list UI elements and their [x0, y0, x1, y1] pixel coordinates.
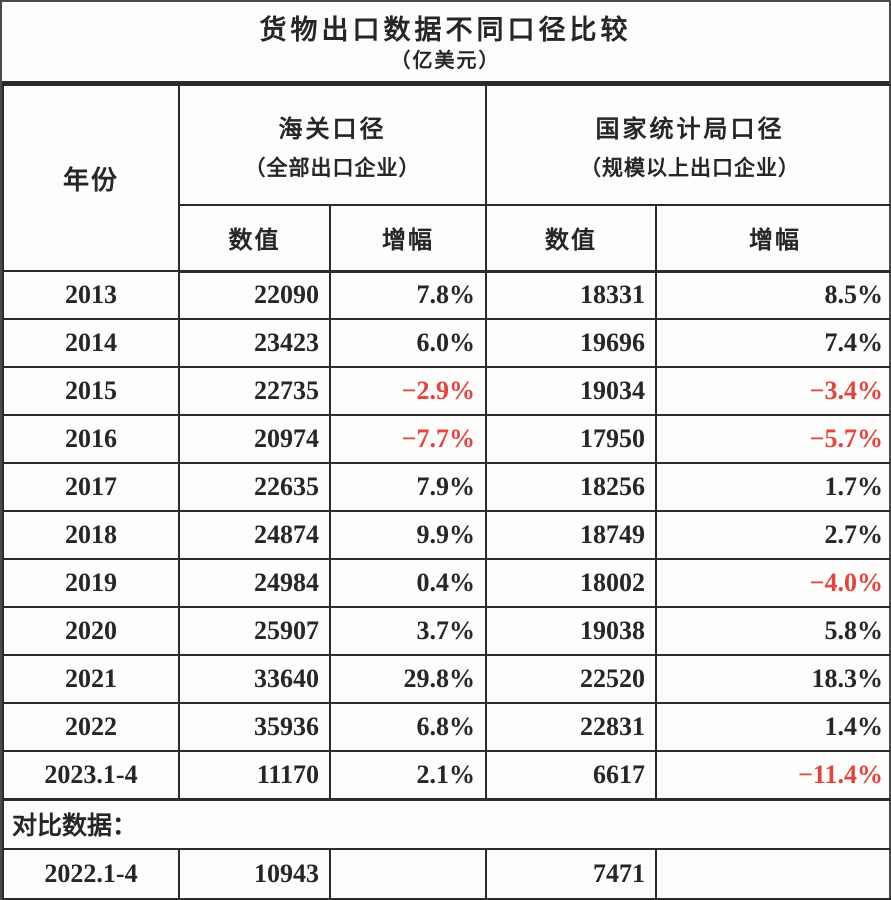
- table-title-block: 货物出口数据不同口径比较 （亿美元）: [2, 2, 889, 84]
- table-title: 货物出口数据不同口径比较: [259, 15, 632, 45]
- cell-stats-growth: 2.7%: [655, 510, 891, 560]
- cell-stats-growth: 1.7%: [655, 462, 891, 512]
- column-group-stats-bureau: 国家统计局口径 （规模以上出口企业）: [485, 84, 891, 206]
- table-row: 2023.1-4 11170 2.1% 6617 −11.4%: [2, 750, 891, 800]
- cell-customs-value: 24874: [178, 510, 331, 560]
- cell-customs-growth: 6.0%: [329, 318, 487, 368]
- cell-year: 2022: [2, 702, 180, 752]
- cell-stats-value: 18002: [485, 558, 657, 608]
- cell-stats-growth: 5.8%: [655, 606, 891, 656]
- stats-group-note: （规模以上出口企业）: [580, 155, 800, 180]
- table-row: 2016 20974 −7.7% 17950 −5.7%: [2, 414, 891, 464]
- table-row: 2022 35936 6.8% 22831 1.4%: [2, 702, 891, 752]
- data-table: 年份 海关口径 （全部出口企业） 国家统计局口径 （规模以上出口企业） 数值 增…: [2, 84, 891, 900]
- cell-stats-growth: [655, 848, 891, 900]
- cell-customs-value: 22090: [178, 270, 331, 320]
- comparison-label-row: 对比数据：: [2, 797, 891, 850]
- column-group-customs: 海关口径 （全部出口企业）: [178, 84, 487, 206]
- cell-stats-growth: 8.5%: [655, 270, 891, 320]
- cell-customs-value: 11170: [178, 750, 331, 800]
- cell-customs-growth: 2.1%: [329, 750, 487, 800]
- cell-customs-value: 33640: [178, 654, 331, 704]
- cell-customs-growth: [329, 848, 487, 900]
- cell-year: 2018: [2, 510, 180, 560]
- cell-year: 2020: [2, 606, 180, 656]
- table-row: 2013 22090 7.8% 18331 8.5%: [2, 270, 891, 320]
- table-unit-subtitle: （亿美元）: [390, 50, 501, 72]
- table-row: 2021 33640 29.8% 22520 18.3%: [2, 654, 891, 704]
- comparison-data-row: 2022.1-4 10943 7471: [2, 848, 891, 900]
- cell-customs-value: 22735: [178, 366, 331, 416]
- table-row: 2019 24984 0.4% 18002 −4.0%: [2, 558, 891, 608]
- comparison-label: 对比数据：: [2, 797, 891, 850]
- cell-customs-growth: 3.7%: [329, 606, 487, 656]
- cell-customs-growth: 7.9%: [329, 462, 487, 512]
- table-row: 2017 22635 7.9% 18256 1.7%: [2, 462, 891, 512]
- cell-customs-growth: 0.4%: [329, 558, 487, 608]
- cell-customs-value: 20974: [178, 414, 331, 464]
- cell-stats-value: 18749: [485, 510, 657, 560]
- cell-stats-value: 22520: [485, 654, 657, 704]
- cell-year: 2015: [2, 366, 180, 416]
- table-row: 2014 23423 6.0% 19696 7.4%: [2, 318, 891, 368]
- customs-group-name: 海关口径: [278, 116, 387, 143]
- cell-year: 2014: [2, 318, 180, 368]
- cell-stats-growth: −3.4%: [655, 366, 891, 416]
- cell-customs-growth: −2.9%: [329, 366, 487, 416]
- customs-group-note: （全部出口企业）: [244, 155, 421, 180]
- cell-year: 2023.1-4: [2, 750, 180, 800]
- cell-customs-value: 24984: [178, 558, 331, 608]
- cell-customs-growth: −7.7%: [329, 414, 487, 464]
- cell-stats-growth: −5.7%: [655, 414, 891, 464]
- table-row: 2015 22735 −2.9% 19034 −3.4%: [2, 366, 891, 416]
- cell-year: 2016: [2, 414, 180, 464]
- column-header-stats-value: 数值: [485, 204, 657, 273]
- cell-stats-value: 19038: [485, 606, 657, 656]
- column-header-customs-value: 数值: [178, 204, 331, 273]
- stats-group-name: 国家统计局口径: [595, 116, 785, 143]
- cell-stats-value: 19034: [485, 366, 657, 416]
- cell-stats-growth: 1.4%: [655, 702, 891, 752]
- cell-customs-growth: 29.8%: [329, 654, 487, 704]
- cell-year: 2017: [2, 462, 180, 512]
- cell-stats-value: 18256: [485, 462, 657, 512]
- table-row: 2018 24874 9.9% 18749 2.7%: [2, 510, 891, 560]
- cell-stats-growth: −11.4%: [655, 750, 891, 800]
- column-header-customs-growth: 增幅: [329, 204, 487, 273]
- cell-customs-growth: 6.8%: [329, 702, 487, 752]
- cell-stats-value: 17950: [485, 414, 657, 464]
- table-row: 2020 25907 3.7% 19038 5.8%: [2, 606, 891, 656]
- cell-customs-growth: 9.9%: [329, 510, 487, 560]
- header-sub-row: 数值 增幅 数值 增幅: [3, 204, 891, 273]
- cell-customs-value: 23423: [178, 318, 331, 368]
- cell-stats-value: 6617: [485, 750, 657, 800]
- cell-stats-value: 19696: [485, 318, 657, 368]
- cell-year: 2013: [2, 270, 180, 320]
- cell-stats-growth: 7.4%: [655, 318, 891, 368]
- column-header-stats-growth: 增幅: [655, 204, 891, 273]
- cell-customs-value: 35936: [178, 702, 331, 752]
- cell-stats-value: 18331: [485, 270, 657, 320]
- header-group-row: 年份 海关口径 （全部出口企业） 国家统计局口径 （规模以上出口企业）: [2, 84, 891, 272]
- cell-stats-value: 22831: [485, 702, 657, 752]
- cell-year: 2022.1-4: [2, 848, 180, 900]
- cell-stats-value: 7471: [485, 848, 657, 900]
- cell-customs-value: 22635: [178, 462, 331, 512]
- cell-stats-growth: 18.3%: [655, 654, 891, 704]
- cell-customs-value: 10943: [178, 848, 331, 900]
- cell-customs-value: 25907: [178, 606, 331, 656]
- cell-customs-growth: 7.8%: [329, 270, 487, 320]
- cell-stats-growth: −4.0%: [655, 558, 891, 608]
- cell-year: 2019: [2, 558, 180, 608]
- column-header-year: 年份: [2, 84, 180, 272]
- cell-year: 2021: [2, 654, 180, 704]
